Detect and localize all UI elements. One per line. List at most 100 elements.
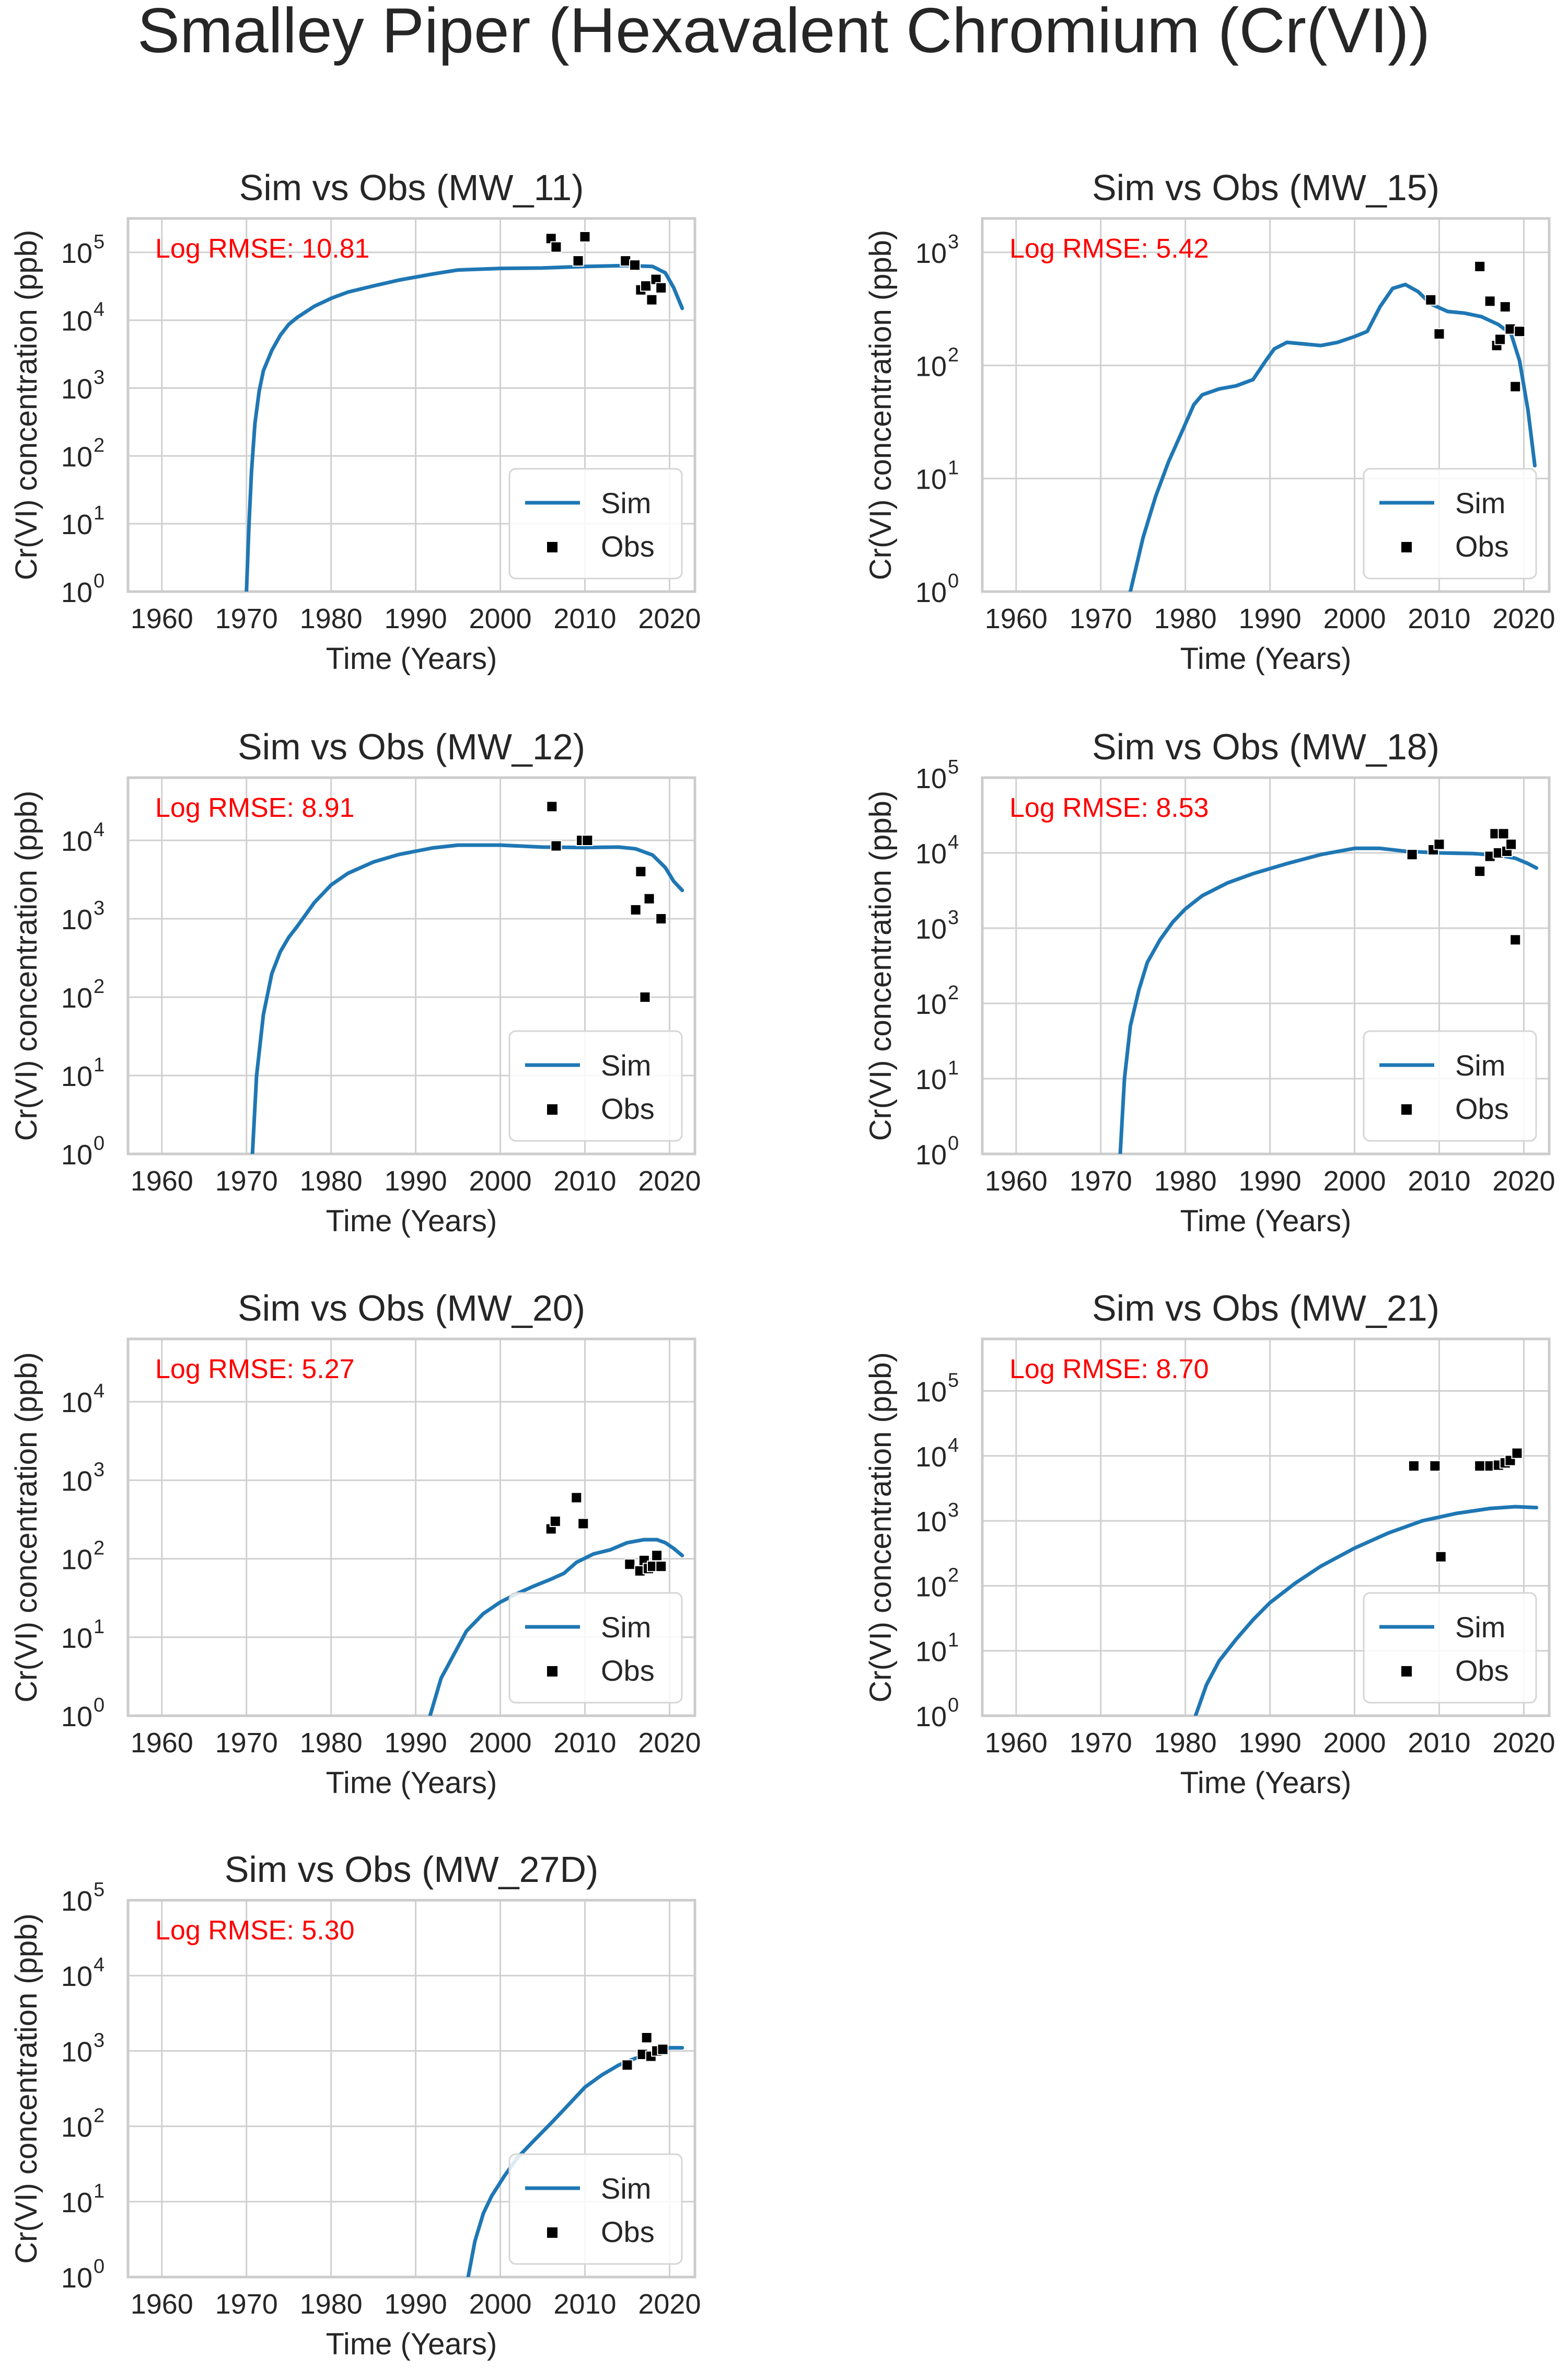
y-tick-base: 10 (61, 1886, 92, 1917)
y-tick-exponent: 4 (94, 1954, 104, 1976)
subplot-title: Sim vs Obs (MW_18) (1092, 726, 1439, 767)
y-tick-label: 10 2 (915, 344, 959, 382)
y-tick-base: 10 (61, 1465, 92, 1497)
y-axis-label: Cr(VI) concentration (ppb) (9, 1913, 43, 2263)
x-tick-label: 1970 (215, 1727, 278, 1759)
y-tick-label: 10 0 (915, 1133, 959, 1171)
y-tick-exponent: 0 (94, 570, 104, 592)
y-tick-label: 10 1 (61, 1054, 104, 1092)
y-tick-label: 10 3 (61, 1459, 104, 1497)
legend: Sim Obs (508, 468, 683, 580)
rmse-annotation: Log RMSE: 8.91 (155, 793, 355, 823)
obs-point (546, 801, 558, 813)
x-tick-label: 2000 (469, 1165, 531, 1197)
legend-obs-label: Obs (601, 1654, 655, 1687)
y-tick-exponent: 2 (94, 434, 104, 456)
legend-obs-label: Obs (601, 2215, 655, 2248)
y-tick-label: 10 0 (61, 2256, 104, 2294)
y-tick-exponent: 1 (94, 1054, 104, 1076)
legend-box (1363, 1030, 1537, 1142)
y-tick-exponent: 4 (948, 1435, 959, 1457)
x-tick-label: 1980 (300, 2289, 363, 2320)
legend-box (508, 1592, 683, 1704)
y-tick-exponent: 2 (948, 344, 959, 366)
subplot-title: Sim vs Obs (MW_21) (1092, 1288, 1439, 1328)
obs-point (1474, 260, 1486, 272)
x-tick-label: 1970 (215, 2289, 278, 2320)
x-axis-label: Time (Years) (1180, 1766, 1352, 1800)
y-tick-exponent: 2 (94, 1538, 104, 1559)
x-tick-label: 2000 (469, 2289, 531, 2320)
y-tick-label: 10 4 (915, 1435, 959, 1473)
subplot-title: Sim vs Obs (MW_11) (239, 167, 584, 208)
x-tick-label: 1980 (300, 1727, 363, 1759)
obs-point (1433, 328, 1445, 340)
y-tick-base: 10 (915, 838, 947, 870)
y-tick-base: 10 (61, 238, 92, 269)
obs-point (655, 1561, 667, 1573)
y-tick-base: 10 (61, 1139, 92, 1171)
y-tick-base: 10 (61, 509, 92, 540)
y-tick-exponent: 2 (94, 2105, 104, 2127)
y-axis-label: Cr(VI) concentration (ppb) (9, 230, 43, 580)
rmse-annotation: Log RMSE: 8.70 (1009, 1354, 1209, 1384)
x-tick-label: 2020 (638, 2289, 701, 2320)
legend-obs-label: Obs (1455, 1654, 1509, 1687)
y-tick-label: 10 1 (61, 502, 104, 540)
obs-point (651, 1550, 663, 1562)
y-tick-label: 10 2 (61, 434, 104, 472)
y-tick-exponent: 3 (94, 1459, 104, 1481)
x-tick-label: 1970 (215, 1165, 278, 1197)
y-tick-base: 10 (61, 904, 92, 935)
y-tick-exponent: 5 (94, 1879, 104, 1901)
y-tick-base: 10 (915, 1376, 947, 1407)
y-tick-exponent: 2 (948, 982, 959, 1004)
y-tick-label: 10 0 (61, 1133, 104, 1171)
x-tick-label: 2010 (553, 603, 616, 634)
subplot-title: Sim vs Obs (MW_27D) (225, 1849, 599, 1890)
x-tick-label: 1990 (385, 2289, 447, 2320)
y-tick-label: 10 2 (915, 982, 959, 1020)
y-tick-label: 10 2 (61, 2105, 104, 2143)
plot-frame (126, 1899, 696, 2279)
y-tick-base: 10 (61, 826, 92, 857)
x-tick-label: 2010 (1408, 1165, 1470, 1197)
y-tick-exponent: 1 (948, 1057, 959, 1079)
legend-obs-label: Obs (601, 1092, 655, 1125)
x-tick-label: 2000 (1323, 1727, 1386, 1759)
y-tick-label: 10 5 (915, 756, 959, 794)
y-tick-label: 10 2 (915, 1564, 959, 1602)
y-tick-exponent: 4 (94, 299, 104, 321)
y-tick-base: 10 (61, 1623, 92, 1654)
obs-point (657, 2043, 669, 2055)
y-tick-label: 10 3 (915, 231, 959, 269)
y-tick-label: 10 1 (915, 1630, 959, 1668)
x-tick-label: 2010 (553, 1727, 616, 1759)
obs-point (1484, 295, 1496, 307)
y-tick-base: 10 (61, 374, 92, 405)
y-tick-base: 10 (915, 1701, 947, 1732)
legend: Sim Obs (1363, 468, 1537, 580)
x-tick-label: 2020 (638, 1165, 701, 1197)
y-tick-exponent: 0 (94, 1694, 104, 1716)
legend-sim-label: Sim (1455, 1611, 1505, 1644)
legend: Sim Obs (1363, 1592, 1537, 1704)
y-tick-exponent: 4 (94, 819, 104, 841)
y-tick-label: 10 5 (915, 1369, 959, 1407)
x-tick-label: 2020 (1492, 1727, 1555, 1759)
rmse-annotation: Log RMSE: 10.81 (155, 234, 369, 264)
x-axis-label: Time (Years) (1180, 642, 1352, 676)
y-axis-label: Cr(VI) concentration (ppb) (864, 791, 898, 1141)
y-tick-exponent: 0 (948, 570, 959, 592)
y-tick-base: 10 (915, 1064, 947, 1095)
x-tick-label: 1990 (385, 603, 447, 634)
x-tick-label: 2010 (553, 2289, 616, 2320)
legend-sim-label: Sim (1455, 1049, 1505, 1082)
sim-series-line (250, 843, 684, 1154)
x-tick-label: 1990 (1239, 603, 1302, 634)
obs-point (655, 913, 667, 925)
y-tick-base: 10 (915, 914, 947, 945)
obs-point (1509, 934, 1521, 946)
obs-point (549, 1515, 561, 1527)
